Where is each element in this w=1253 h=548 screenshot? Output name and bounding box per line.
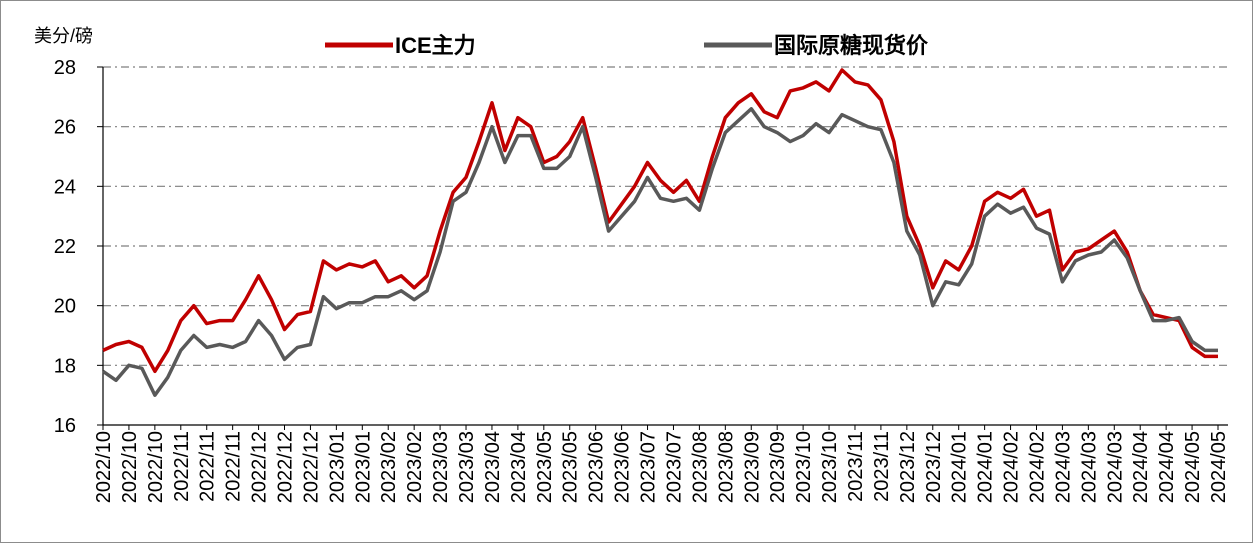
x-tick-label: 2024/02 bbox=[1026, 431, 1048, 503]
x-tick-label: 2023/01 bbox=[326, 431, 348, 503]
y-tick-label: 16 bbox=[54, 415, 76, 437]
x-tick-label: 2023/08 bbox=[689, 431, 711, 503]
y-axis-label: 美分/磅 bbox=[34, 26, 93, 46]
x-tick-label: 2023/12 bbox=[897, 431, 919, 503]
x-tick-label: 2022/10 bbox=[119, 431, 141, 503]
series-line bbox=[102, 68, 1218, 374]
x-tick-label: 2023/04 bbox=[508, 431, 530, 503]
x-tick-label: 2022/10 bbox=[145, 431, 167, 503]
x-tick-label: 2022/11 bbox=[223, 431, 245, 502]
legend-label: 国际原糖现货价 bbox=[774, 33, 929, 58]
x-tick-label: 2023/10 bbox=[793, 431, 815, 503]
x-tick-label: 2023/01 bbox=[352, 431, 374, 503]
x-tick-label: 2023/11 bbox=[871, 431, 893, 502]
y-tick-label: 22 bbox=[54, 236, 76, 258]
y-tick-label: 20 bbox=[54, 296, 76, 318]
x-tick-label: 2024/05 bbox=[1208, 431, 1230, 503]
x-tick-label: 2024/03 bbox=[1052, 431, 1074, 503]
x-tick-label: 2023/09 bbox=[767, 431, 789, 503]
y-tick-label: 18 bbox=[54, 355, 76, 377]
legend-label: ICE主力 bbox=[395, 33, 476, 58]
x-tick-label: 2022/11 bbox=[197, 431, 219, 502]
x-tick-label: 2022/12 bbox=[300, 431, 322, 503]
x-tick-label: 2023/02 bbox=[404, 431, 426, 503]
y-tick-label: 24 bbox=[54, 176, 76, 198]
x-tick-label: 2022/12 bbox=[275, 431, 297, 503]
x-tick-label: 2024/04 bbox=[1156, 431, 1178, 503]
series-line bbox=[102, 107, 1218, 397]
x-tick-label: 2024/02 bbox=[1001, 431, 1023, 503]
y-tick-label: 28 bbox=[54, 57, 76, 79]
x-tick-label: 2023/03 bbox=[456, 431, 478, 503]
x-tick-label: 2023/05 bbox=[534, 431, 556, 503]
x-tick-label: 2022/12 bbox=[249, 431, 271, 503]
x-tick-label: 2023/04 bbox=[482, 431, 504, 503]
x-tick-label: 2023/10 bbox=[819, 431, 841, 503]
x-tick-label: 2022/11 bbox=[171, 431, 193, 502]
x-tick-label: 2023/11 bbox=[845, 431, 867, 502]
x-tick-label: 2023/12 bbox=[923, 431, 945, 503]
x-tick-label: 2023/07 bbox=[663, 431, 685, 503]
x-tick-label: 2023/06 bbox=[586, 431, 608, 503]
x-tick-label: 2023/07 bbox=[638, 431, 660, 503]
x-tick-label: 2023/08 bbox=[715, 431, 737, 503]
x-tick-label: 2024/04 bbox=[1130, 431, 1152, 503]
x-tick-label: 2024/03 bbox=[1104, 431, 1126, 503]
x-tick-label: 2022/10 bbox=[93, 431, 115, 503]
y-tick-label: 26 bbox=[54, 117, 76, 139]
x-tick-label: 2023/03 bbox=[430, 431, 452, 503]
x-tick-label: 2024/01 bbox=[975, 431, 997, 503]
x-tick-label: 2023/09 bbox=[741, 431, 763, 503]
x-tick-label: 2024/03 bbox=[1078, 431, 1100, 503]
x-tick-label: 2023/05 bbox=[560, 431, 582, 503]
x-tick-label: 2023/02 bbox=[378, 431, 400, 503]
x-tick-label: 2024/05 bbox=[1182, 431, 1204, 503]
x-tick-label: 2024/01 bbox=[949, 431, 971, 503]
x-tick-label: 2023/06 bbox=[612, 431, 634, 503]
